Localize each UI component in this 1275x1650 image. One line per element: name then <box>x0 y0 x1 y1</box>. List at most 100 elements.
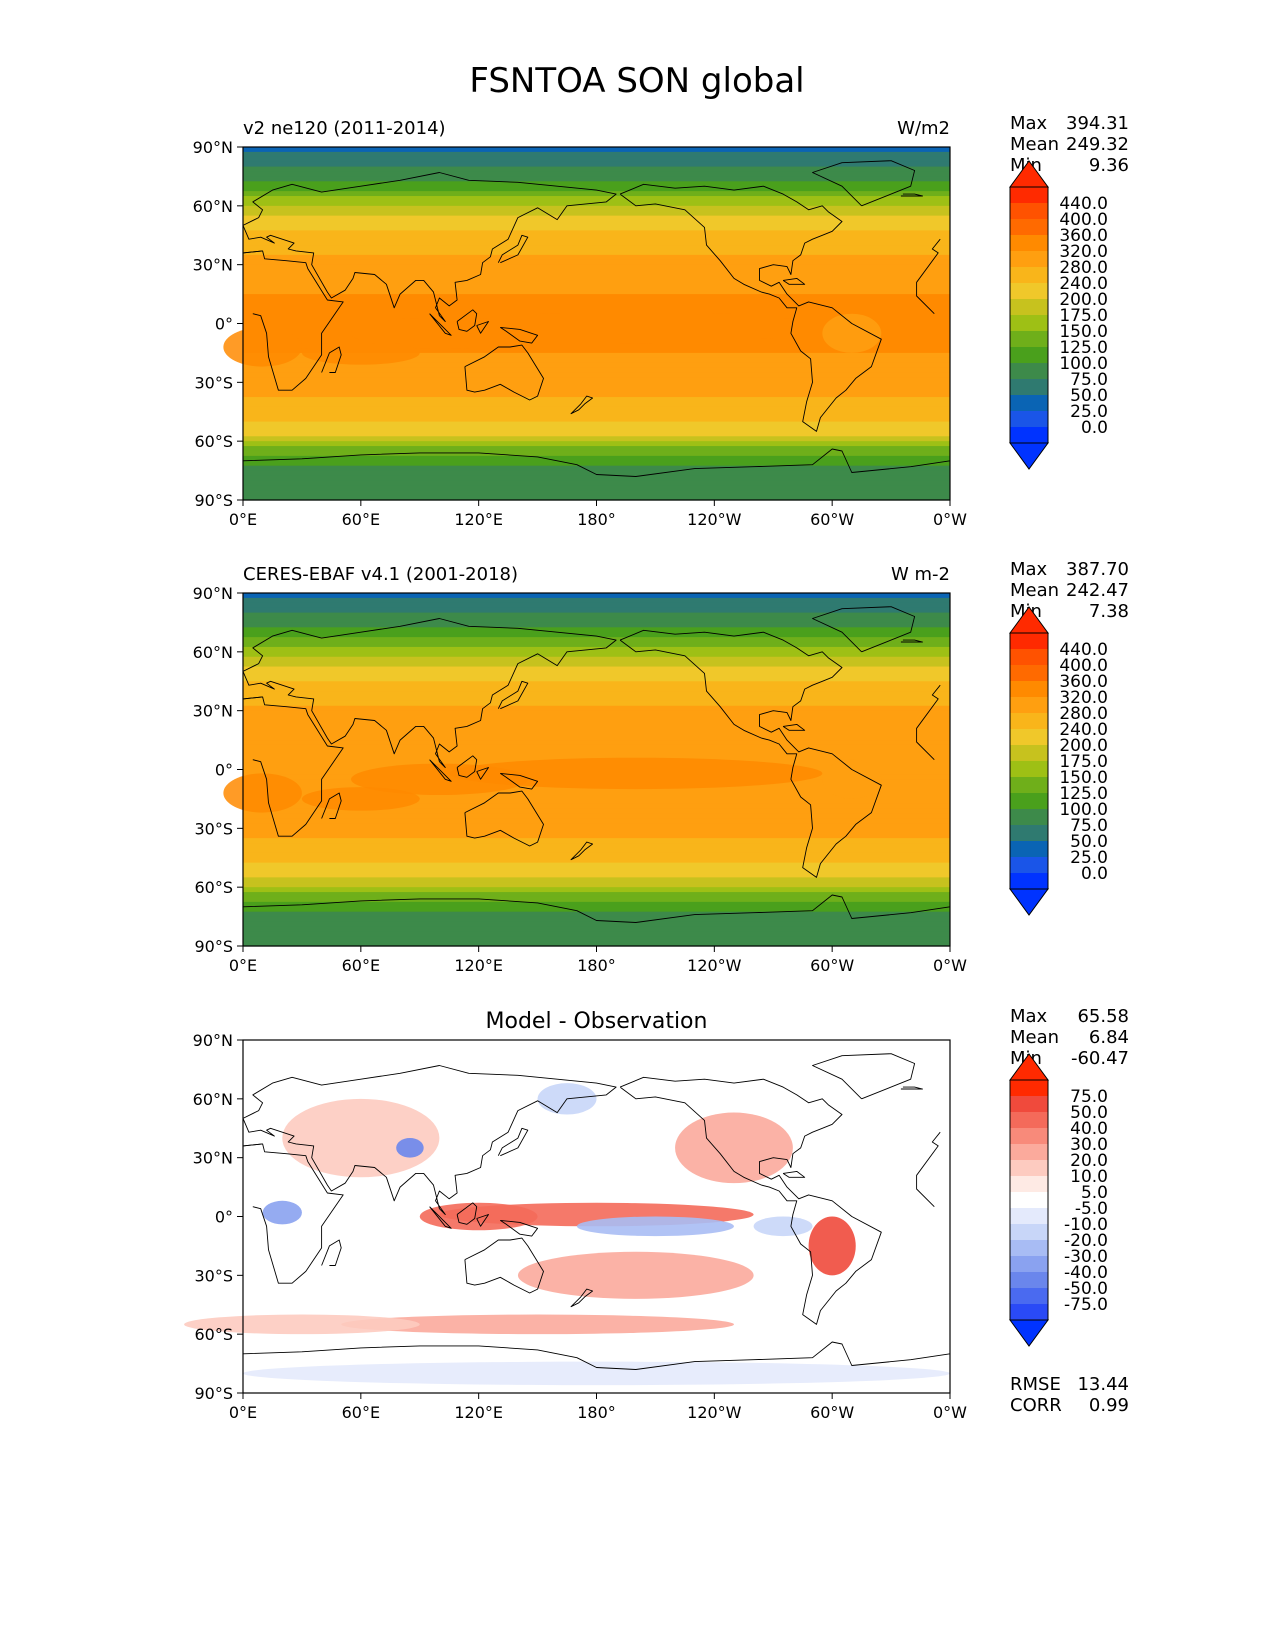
coastline-12 <box>812 160 916 207</box>
colorbar-2: 75.050.040.030.020.010.05.0-5.0-10.0-20.… <box>1009 1053 1108 1347</box>
field-band <box>243 838 950 844</box>
field-band <box>243 941 950 947</box>
field-band <box>243 441 950 447</box>
coastline-13 <box>782 1170 806 1178</box>
lon-tick-label: 0°E <box>229 1403 257 1422</box>
field-band <box>243 931 950 937</box>
colorbar-swatch <box>1010 299 1048 316</box>
diff-patch <box>517 1251 754 1299</box>
field-band <box>243 843 950 849</box>
panel-center-title: Model - Observation <box>486 1009 708 1034</box>
lon-tick-label: 120°W <box>687 1403 742 1422</box>
colorbar-tick-label: 50.0 <box>1070 386 1108 406</box>
field-band <box>243 406 950 413</box>
colorbar-frame <box>1009 1079 1049 1321</box>
field-band <box>243 294 950 300</box>
field-band <box>243 632 950 638</box>
colorbar-tick-label: 360.0 <box>1059 672 1108 692</box>
colorbar-swatch <box>1010 219 1048 236</box>
field-band <box>243 681 950 687</box>
field-band <box>243 411 950 418</box>
field-band <box>243 156 950 163</box>
colorbar-swatch <box>1010 267 1048 284</box>
lon-tick-label: 180° <box>577 510 616 529</box>
field-band <box>243 348 950 354</box>
field-band <box>243 710 950 717</box>
stat-value-max: 394.31 <box>1066 113 1129 134</box>
field-anomaly <box>351 763 528 795</box>
lat-tick-label: 90°S <box>194 1384 233 1403</box>
field-band <box>243 705 950 712</box>
field-anomaly <box>301 341 420 365</box>
field-band <box>243 686 950 692</box>
panel-3: 90°N 60°N 30°N 0° 30°S 60°S 90°S0°E 60°E 120°E 18… <box>184 1006 1129 1422</box>
coastline-12 <box>812 606 916 653</box>
field-band <box>243 230 950 236</box>
field-band <box>243 416 950 423</box>
field-band <box>243 455 950 462</box>
panel-left-title: v2 ne120 (2011-2014) <box>243 118 446 139</box>
coastline-3 <box>464 344 544 401</box>
coastline-11 <box>619 183 882 432</box>
colorbar-tick-label: 150.0 <box>1059 322 1108 342</box>
lat-tick-label: 30°N <box>193 1149 233 1168</box>
coastline-7 <box>500 1219 539 1237</box>
field-band <box>243 847 950 854</box>
lon-tick-label: 120°W <box>687 510 742 529</box>
field-band <box>243 235 950 241</box>
field-band <box>243 906 950 913</box>
lat-tick-label: 90°N <box>193 1031 233 1050</box>
field-band <box>243 715 950 722</box>
colorbar-swatch <box>1010 1112 1048 1129</box>
field-band <box>243 691 950 697</box>
coastline-6 <box>476 321 489 334</box>
field-band <box>243 343 950 349</box>
field-band <box>243 205 950 212</box>
stat-value-min: 7.38 <box>1089 601 1129 622</box>
field-band <box>243 646 950 653</box>
lon-tick-label: 120°E <box>454 1403 503 1422</box>
field-anomaly <box>449 757 823 790</box>
lat-tick-label: 60°N <box>193 197 233 216</box>
coastline-antarctica <box>242 894 951 923</box>
colorbar-swatch <box>1010 1144 1048 1161</box>
field-band <box>243 597 950 604</box>
field-band <box>243 901 950 908</box>
lat-tick-label: 30°S <box>194 819 233 838</box>
field-band <box>243 637 950 643</box>
coastline-9 <box>570 395 594 415</box>
field-band <box>243 196 950 202</box>
lat-tick-label: 0° <box>215 761 233 780</box>
field-band <box>243 813 950 820</box>
stat-value-max: 387.70 <box>1066 559 1129 580</box>
colorbar-tick-label: 30.0 <box>1070 1135 1108 1155</box>
lon-tick-label: 120°E <box>454 956 503 975</box>
coastlines <box>242 1053 951 1370</box>
field-band <box>243 220 950 227</box>
lon-tick-label: 60°E <box>342 956 380 975</box>
field-band <box>243 789 950 795</box>
coastline-8 <box>497 234 529 264</box>
field-band <box>243 367 950 374</box>
colorbar-tick-label: 200.0 <box>1059 290 1108 310</box>
field-band <box>243 308 950 315</box>
field-band <box>243 602 950 609</box>
lon-tick-label: 120°W <box>687 956 742 975</box>
colorbar-tick-label: 175.0 <box>1059 752 1108 772</box>
colorbar-tick-label: 25.0 <box>1070 848 1108 868</box>
colorbar-tick-label: 280.0 <box>1059 704 1108 724</box>
field-band <box>243 303 950 310</box>
field-band <box>243 857 950 864</box>
lat-tick-label: 0° <box>215 315 233 334</box>
diff-patch <box>341 1314 734 1335</box>
colorbar-swatch <box>1010 745 1048 762</box>
field-band <box>243 279 950 285</box>
colorbar-swatch <box>1010 1080 1048 1097</box>
colorbar-tick-label: -30.0 <box>1064 1247 1108 1267</box>
diff-patch <box>243 1361 950 1386</box>
field-band <box>243 475 950 481</box>
colorbar-swatch <box>1010 379 1048 396</box>
colorbar-swatch <box>1010 1240 1048 1257</box>
coastline-8 <box>497 680 529 710</box>
colorbar-tick-label: 125.0 <box>1059 784 1108 804</box>
